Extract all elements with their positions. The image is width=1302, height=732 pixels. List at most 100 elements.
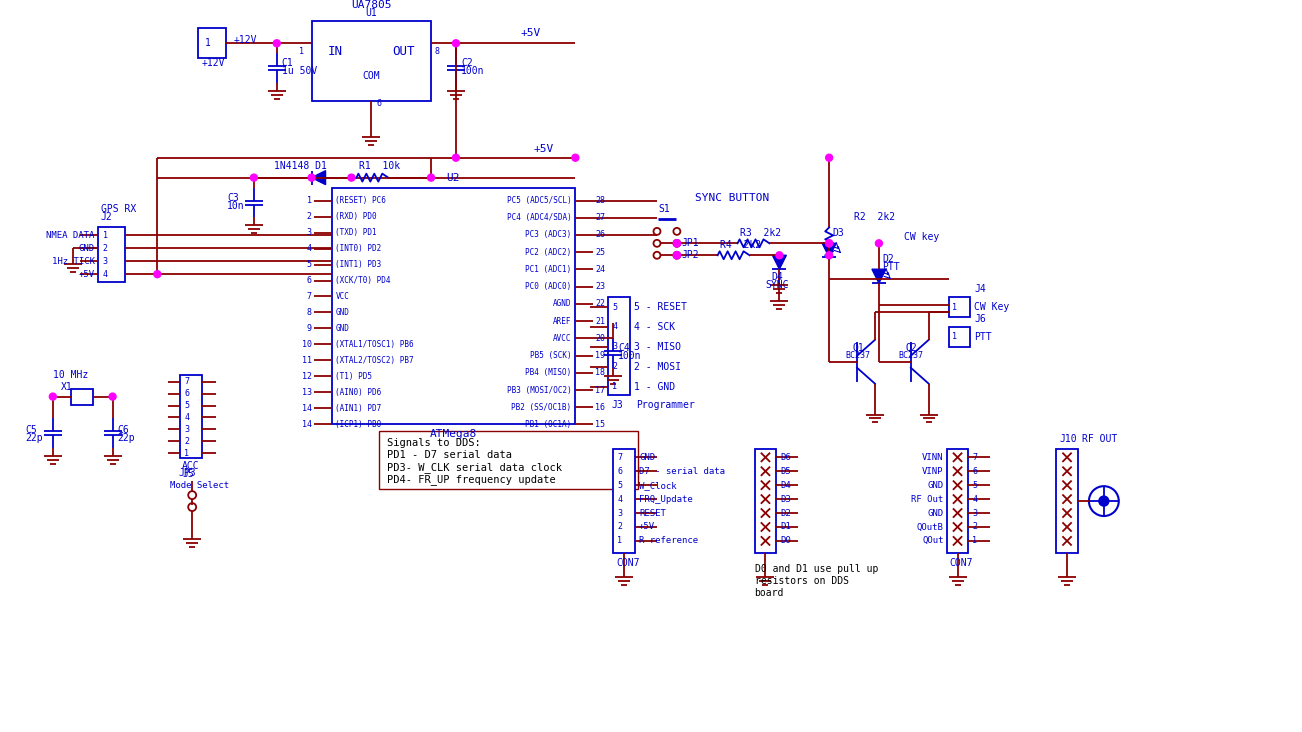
Bar [198,29,227,59]
Text: (XTAL2/TOSC2) PB7: (XTAL2/TOSC2) PB7 [336,356,414,365]
Circle shape [673,240,681,247]
Text: C5: C5 [25,425,36,436]
Text: 4: 4 [617,495,622,504]
Text: CON7: CON7 [616,558,639,568]
Text: (XTAL1/TOSC1) PB6: (XTAL1/TOSC1) PB6 [336,340,414,349]
Text: 4: 4 [612,322,617,332]
Text: 17: 17 [595,386,605,395]
Text: R reference: R reference [639,537,698,545]
Text: JP2: JP2 [682,250,699,261]
Circle shape [875,240,883,247]
Bar [1056,449,1078,553]
Circle shape [250,174,258,181]
Text: PB2 (SS/OC1B): PB2 (SS/OC1B) [512,403,572,411]
Text: 24: 24 [595,265,605,274]
Circle shape [154,271,161,277]
Text: D4: D4 [771,272,784,282]
Text: AGND: AGND [553,299,572,308]
Text: 4: 4 [973,495,978,504]
Text: 3 - MISO: 3 - MISO [634,342,681,352]
Text: X1: X1 [61,381,73,392]
Text: 7: 7 [617,453,622,462]
Text: 9: 9 [306,324,311,333]
Circle shape [825,154,833,161]
Text: 16: 16 [595,403,605,411]
Text: 100n: 100n [618,351,642,362]
Text: JP3: JP3 [178,468,195,478]
Text: D1: D1 [780,523,792,531]
Circle shape [673,252,681,258]
Text: 11: 11 [302,356,311,365]
Text: (ICP1) PB0: (ICP1) PB0 [336,420,381,429]
Text: UA7805: UA7805 [352,1,392,10]
Text: 21: 21 [595,317,605,326]
Circle shape [109,393,116,400]
Text: 1: 1 [612,382,617,391]
Text: CON7: CON7 [949,558,973,568]
Text: 7: 7 [306,292,311,301]
Text: 7: 7 [184,377,189,386]
Text: 5: 5 [306,260,311,269]
Circle shape [825,252,833,258]
Text: 3: 3 [306,228,311,237]
Text: 2: 2 [617,523,622,531]
Text: PC0 (ADC0): PC0 (ADC0) [525,282,572,291]
Circle shape [49,393,56,400]
Text: GND: GND [336,324,349,333]
Text: 3: 3 [973,509,978,518]
Text: (AIN1) PD7: (AIN1) PD7 [336,404,381,413]
Text: RF OUT: RF OUT [1082,434,1117,444]
Text: 8: 8 [434,47,439,56]
Text: VINN: VINN [922,453,944,462]
Text: 3: 3 [617,509,622,518]
Text: FRQ_Update: FRQ_Update [639,495,693,504]
Text: (AIN0) PD6: (AIN0) PD6 [336,388,381,397]
Text: ATMega8: ATMega8 [430,430,477,439]
Text: 4: 4 [103,269,108,279]
Text: PC1 (ADC1): PC1 (ADC1) [525,265,572,274]
Text: (RXD) PD0: (RXD) PD0 [336,212,378,221]
Text: 14: 14 [302,404,311,413]
Text: 6: 6 [306,276,311,285]
Circle shape [452,40,460,47]
Text: GND: GND [927,481,944,490]
Text: U1: U1 [366,8,378,18]
Bar [608,297,630,395]
Text: PTT: PTT [881,262,900,272]
Text: IN: IN [328,45,342,58]
Text: 18: 18 [595,368,605,377]
Text: 6: 6 [617,467,622,476]
Circle shape [673,240,681,247]
Polygon shape [872,269,885,283]
Text: PTT: PTT [974,332,992,342]
Text: R3  2k2: R3 2k2 [740,228,781,239]
Text: 26: 26 [595,231,605,239]
Text: 1: 1 [617,537,622,545]
Text: (RESET) PC6: (RESET) PC6 [336,196,387,205]
Text: 4 - SCK: 4 - SCK [634,322,676,332]
Text: GND: GND [639,453,655,462]
Text: 15: 15 [595,420,605,429]
Text: AVCC: AVCC [553,334,572,343]
Text: 1: 1 [973,537,978,545]
Text: GND: GND [78,244,95,253]
Text: ACC: ACC [182,461,199,471]
Text: 1: 1 [952,332,957,341]
Text: GPS RX: GPS RX [100,204,135,214]
Text: BC237: BC237 [845,351,870,360]
Text: 20: 20 [595,334,605,343]
Text: QOut: QOut [922,537,944,545]
Text: 6: 6 [973,467,978,476]
Text: RESET: RESET [639,509,665,518]
Text: 14: 14 [302,420,311,429]
Text: Q1: Q1 [852,343,863,353]
Text: 2: 2 [103,244,108,253]
Circle shape [776,252,783,258]
Text: GND: GND [927,509,944,518]
Text: 5: 5 [973,481,978,490]
Circle shape [1099,496,1109,506]
Text: 27: 27 [595,213,605,223]
Text: J5: J5 [182,469,194,479]
Text: U2: U2 [447,173,460,182]
Text: 1 - GND: 1 - GND [634,381,676,392]
